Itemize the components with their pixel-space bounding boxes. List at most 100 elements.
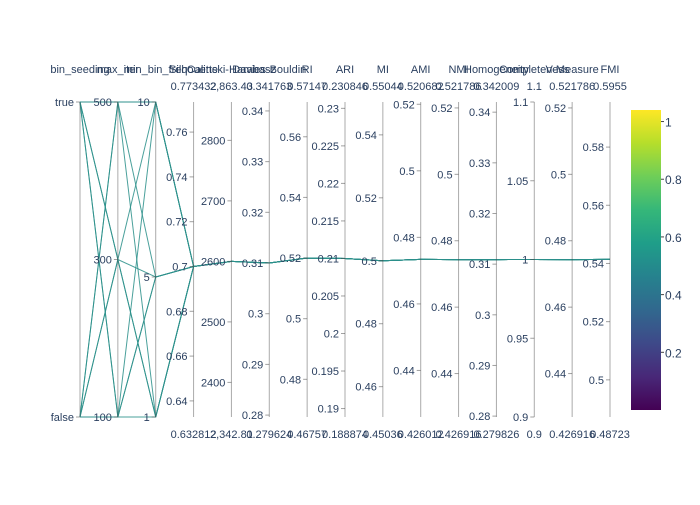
axis-v-measure[interactable]: 0.52 0.5 0.48 0.46 0.44 V-Measure 0.521786 0.42… — [545, 64, 599, 441]
axis-nmi[interactable]: 0.52 0.5 0.48 0.46 0.44 NMI 0.521786 0.426916 — [431, 64, 481, 441]
colorbar-tick-label: 1 — [665, 116, 672, 130]
axis-tick-label: 0.28 — [242, 410, 263, 422]
axis-range-min: 0.632812 — [171, 429, 217, 441]
axis-tick-label: 0.33 — [469, 158, 490, 170]
axis-tick-label: 0.21 — [318, 253, 339, 265]
axis-davies-bouldin[interactable]: 0.34 0.33 0.32 0.31 0.3 0.29 0.28 Davies-Bouldi… — [232, 64, 306, 441]
axis-tick-label: 0.28 — [469, 411, 490, 423]
axis-range-max: 0.57147 — [287, 81, 327, 93]
axis-title: ARI — [336, 64, 354, 76]
axis-title: bin_seeding — [50, 64, 109, 76]
axis-title: V-Measure — [546, 64, 599, 76]
axis-tick-label: 1.1 — [513, 97, 528, 109]
axis-title: Calinski-Harabasz — [187, 64, 276, 76]
axis-tick-label: 0.195 — [311, 366, 339, 378]
axis-title: RI — [302, 64, 313, 76]
axis-title: min_bin_freq — [124, 64, 188, 76]
axis-calinski-harabasz[interactable]: 2800 2700 2600 2500 2400 Calinski-Harabasz 2,8… — [187, 64, 276, 441]
axis-tick-label: 0.54 — [280, 192, 301, 204]
axis-fmi[interactable]: 0.58 0.56 0.54 0.52 0.5 FMI 0.5955 0.48723 — [583, 64, 630, 441]
axis-tick-label: 0.225 — [311, 141, 339, 153]
axis-range-max: 2,863.43 — [210, 81, 253, 93]
axis-range-min: 0.426012 — [398, 429, 444, 441]
axis-tick-label: 0.48 — [355, 319, 376, 331]
axis-tick-label: 1.05 — [507, 176, 528, 188]
axis-mi[interactable]: 0.54 0.52 0.5 0.48 0.46 MI 0.55044 0.45036 — [355, 64, 402, 441]
axis-bin-seeding[interactable]: true false bin_seeding — [50, 64, 109, 424]
axis-tick-label: 300 — [93, 255, 111, 267]
axis-range-max: 0.342009 — [473, 81, 519, 93]
axis-title: AMI — [411, 64, 431, 76]
axis-title: NMI — [448, 64, 468, 76]
colorbar-tick-label: 0.8 — [665, 173, 682, 187]
colorbar-tick-label: 0.6 — [665, 231, 682, 245]
axis-tick-label: 0.44 — [431, 369, 452, 381]
axis-tick-label: 0.46 — [393, 299, 414, 311]
axis-tick-label: 0.31 — [242, 258, 263, 270]
axis-tick-label: 0.56 — [583, 200, 604, 212]
colorbar-gradient — [631, 110, 661, 410]
axis-ari[interactable]: 0.23 0.225 0.22 0.215 0.21 0.205 0.2 0.195 0.19 A… — [311, 64, 367, 441]
axis-tick-label: 0.31 — [469, 259, 490, 271]
axis-tick-label: 0.76 — [166, 127, 187, 139]
axis-tick-label: 2500 — [201, 317, 225, 329]
axis-tick-label: true — [55, 97, 74, 109]
axis-tick-label: 0.74 — [166, 172, 187, 184]
axis-tick-label: 0.46 — [431, 302, 452, 314]
dimension-axes[interactable]: truefalsebin_seeding500300100max_iter105… — [50, 64, 630, 441]
axis-range-min: 0.279624 — [246, 429, 292, 441]
axis-tick-label: 100 — [93, 412, 111, 424]
axis-homogeneity[interactable]: 0.34 0.33 0.32 0.31 0.3 0.29 0.28 Homogeneity 0.… — [464, 64, 529, 441]
axis-range-max: 0.55044 — [363, 81, 403, 93]
axis-tick-label: 1 — [522, 255, 528, 267]
axis-tick-label: 0.19 — [318, 404, 339, 416]
axis-tick-label: 0.5 — [551, 169, 566, 181]
axis-range-max: 0.521786 — [436, 81, 482, 93]
axis-tick-label: 0.33 — [242, 157, 263, 169]
axis-tick-label: 0.5 — [437, 169, 452, 181]
axis-title: MI — [377, 64, 389, 76]
axis-tick-label: 0.48 — [431, 236, 452, 248]
axis-tick-label: 0.52 — [393, 99, 414, 111]
axis-range-min: 0.45036 — [363, 429, 403, 441]
axis-tick-label: 2600 — [201, 256, 225, 268]
axis-tick-label: 0.52 — [280, 253, 301, 265]
axis-silhouette[interactable]: 0.76 0.74 0.72 0.7 0.68 0.66 0.64 Silhouette 0.7… — [166, 64, 218, 441]
axis-range-max: 0.341763 — [246, 81, 292, 93]
axis-range-min: 0.426916 — [549, 429, 595, 441]
axis-tick-label: 0.23 — [318, 103, 339, 115]
axis-range-max: 0.230846 — [322, 81, 368, 93]
axis-tick-label: 5 — [144, 272, 150, 284]
axis-tick-label: 0.44 — [393, 365, 414, 377]
axis-tick-label: 2700 — [201, 196, 225, 208]
colorbar: 0.2 0.4 0.6 0.8 1 — [631, 110, 682, 410]
axis-tick-label: 1 — [144, 412, 150, 424]
axis-range-max: 0.5955 — [593, 81, 627, 93]
axis-tick-label: 0.48 — [393, 232, 414, 244]
axis-range-min: 2,342.81 — [210, 429, 253, 441]
axis-tick-label: 0.48 — [280, 374, 301, 386]
axis-tick-label: 0.72 — [166, 217, 187, 229]
axis-tick-label: 0.95 — [507, 333, 528, 345]
axis-tick-label: 0.3 — [475, 310, 490, 322]
axis-min-bin-freq[interactable]: 10 5 1 min_bin_freq — [124, 64, 188, 424]
axis-completeness[interactable]: 1.1 1.05 1 0.95 0.9 Completeness 1.1 0.9 — [499, 64, 570, 441]
axis-tick-label: 0.205 — [311, 291, 339, 303]
axis-ami[interactable]: 0.52 0.5 0.48 0.46 0.44 AMI 0.520682 0.426012 — [393, 64, 443, 441]
axis-title: Homogeneity — [464, 64, 529, 76]
colorbar-tick-label: 0.2 — [665, 346, 682, 360]
axis-tick-label: 0.64 — [166, 396, 187, 408]
axis-tick-label: 0.29 — [242, 359, 263, 371]
axis-tick-label: 0.52 — [545, 103, 566, 115]
axis-tick-label: 0.7 — [172, 261, 187, 273]
axis-range-min: 0.188874 — [322, 429, 368, 441]
axis-range-min: 0.48723 — [590, 429, 630, 441]
axis-title: Davies-Bouldin — [232, 64, 306, 76]
axis-ri[interactable]: 0.56 0.54 0.52 0.5 0.48 RI 0.57147 0.46757 — [280, 64, 327, 441]
axis-max-iter[interactable]: 500 300 100 max_iter — [93, 64, 139, 424]
axis-title: Completeness — [499, 64, 570, 76]
axis-tick-label: 0.5 — [286, 314, 301, 326]
axis-range-min: 0.46757 — [287, 429, 327, 441]
